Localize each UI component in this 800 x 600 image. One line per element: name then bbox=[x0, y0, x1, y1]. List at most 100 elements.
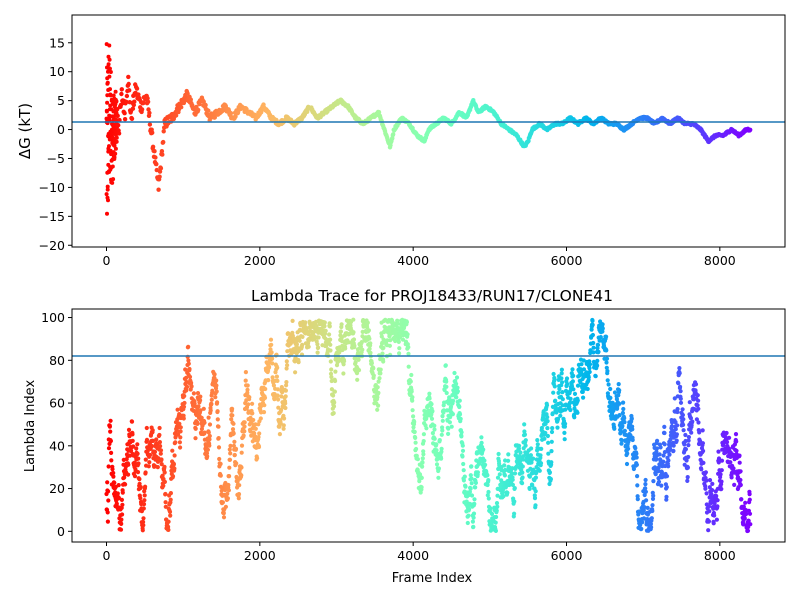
bottom-data-point bbox=[159, 462, 164, 467]
bottom-data-point bbox=[686, 435, 692, 440]
bottom-data-point bbox=[175, 407, 180, 412]
bottom-data-point bbox=[727, 435, 732, 440]
bottom-data-point bbox=[593, 374, 598, 379]
bottom-data-point bbox=[377, 376, 382, 381]
bottom-data-point bbox=[411, 414, 416, 419]
bottom-data-point bbox=[695, 403, 700, 408]
bottom-data-point bbox=[449, 424, 454, 429]
bottom-data-point bbox=[501, 494, 506, 499]
bottom-data-point bbox=[707, 504, 712, 509]
bottom-data-point bbox=[443, 363, 448, 368]
bottom-data-point bbox=[512, 486, 517, 491]
bottom-data-point bbox=[163, 504, 168, 509]
bottom-x-tick-label: 2000 bbox=[244, 548, 276, 563]
bottom-data-point bbox=[703, 486, 708, 491]
bottom-data-point bbox=[378, 367, 383, 372]
bottom-data-point bbox=[231, 443, 236, 448]
bottom-data-point bbox=[303, 320, 308, 325]
bottom-data-point bbox=[671, 443, 676, 448]
bottom-data-point bbox=[745, 528, 751, 533]
bottom-data-point bbox=[109, 450, 114, 455]
bottom-data-point bbox=[284, 366, 289, 371]
top-data-point bbox=[114, 99, 119, 104]
bottom-data-point bbox=[261, 410, 267, 415]
bottom-chart-title: Lambda Trace for PROJ18433/RUN17/CLONE41 bbox=[251, 287, 613, 305]
top-data-point bbox=[107, 144, 111, 149]
bottom-data-point bbox=[212, 372, 217, 377]
bottom-data-point bbox=[167, 509, 173, 514]
bottom-data-point bbox=[461, 461, 466, 467]
bottom-data-point bbox=[678, 400, 684, 405]
bottom-data-point bbox=[405, 332, 410, 337]
bottom-data-point bbox=[559, 376, 564, 381]
bottom-data-point bbox=[182, 400, 187, 406]
bottom-data-point bbox=[579, 362, 584, 367]
bottom-data-point bbox=[281, 423, 286, 428]
bottom-data-point bbox=[612, 390, 618, 395]
top-data-point bbox=[127, 88, 132, 93]
bottom-data-point bbox=[664, 474, 670, 479]
top-y-tick-label: −15 bbox=[39, 209, 65, 224]
bottom-data-point bbox=[719, 486, 724, 492]
bottom-data-point bbox=[262, 395, 268, 400]
bottom-data-point bbox=[234, 461, 239, 466]
bottom-data-point bbox=[432, 436, 437, 441]
top-data-point bbox=[112, 155, 117, 160]
bottom-data-point bbox=[365, 325, 370, 330]
bottom-data-point bbox=[681, 428, 686, 433]
top-data-point bbox=[146, 107, 151, 112]
bottom-data-point bbox=[393, 338, 398, 344]
bottom-data-point bbox=[710, 481, 715, 486]
bottom-data-point bbox=[466, 513, 471, 518]
bottom-data-point bbox=[193, 426, 198, 431]
bottom-data-point bbox=[633, 446, 638, 451]
top-data-point bbox=[147, 110, 152, 116]
bottom-data-point bbox=[565, 381, 570, 387]
bottom-data-point bbox=[531, 456, 536, 461]
bottom-data-point bbox=[693, 382, 699, 387]
bottom-data-point bbox=[239, 443, 245, 448]
bottom-data-point bbox=[439, 446, 444, 451]
bottom-data-point bbox=[446, 426, 451, 431]
bottom-data-point bbox=[201, 406, 206, 411]
bottom-data-point bbox=[488, 506, 493, 511]
top-data-point bbox=[117, 117, 122, 123]
bottom-data-point bbox=[282, 416, 287, 421]
bottom-data-point bbox=[469, 493, 475, 498]
bottom-data-point bbox=[275, 378, 280, 383]
bottom-data-point bbox=[207, 437, 212, 442]
bottom-data-point bbox=[225, 496, 230, 501]
bottom-data-point bbox=[142, 493, 147, 498]
bottom-data-point bbox=[496, 451, 501, 457]
bottom-data-point bbox=[557, 386, 562, 392]
top-data-point bbox=[119, 87, 125, 92]
bottom-data-point bbox=[412, 419, 417, 424]
bottom-data-point bbox=[546, 451, 551, 456]
bottom-data-point bbox=[271, 383, 276, 388]
bottom-data-point bbox=[171, 461, 176, 467]
bottom-data-point bbox=[470, 519, 475, 524]
bottom-data-point bbox=[457, 404, 462, 410]
bottom-data-point bbox=[279, 407, 284, 413]
bottom-data-point bbox=[700, 428, 705, 433]
bottom-data-point bbox=[143, 470, 148, 475]
bottom-data-point bbox=[408, 379, 413, 384]
bottom-data-point bbox=[322, 324, 327, 329]
bottom-data-point bbox=[495, 475, 501, 480]
bottom-data-point bbox=[568, 400, 573, 405]
top-data-point bbox=[748, 127, 753, 132]
bottom-data-point bbox=[189, 384, 194, 389]
top-data-point bbox=[206, 108, 211, 113]
bottom-data-point bbox=[556, 390, 561, 395]
bottom-data-point bbox=[724, 430, 729, 436]
bottom-data-point bbox=[231, 421, 236, 426]
bottom-data-point bbox=[328, 371, 334, 376]
bottom-data-point bbox=[126, 462, 131, 467]
bottom-x-axis-label: Frame Index bbox=[392, 571, 473, 586]
bottom-data-point bbox=[126, 427, 132, 432]
bottom-data-point bbox=[662, 424, 667, 429]
bottom-data-point bbox=[132, 474, 138, 479]
bottom-data-point bbox=[365, 320, 370, 325]
bottom-data-point bbox=[675, 406, 680, 412]
